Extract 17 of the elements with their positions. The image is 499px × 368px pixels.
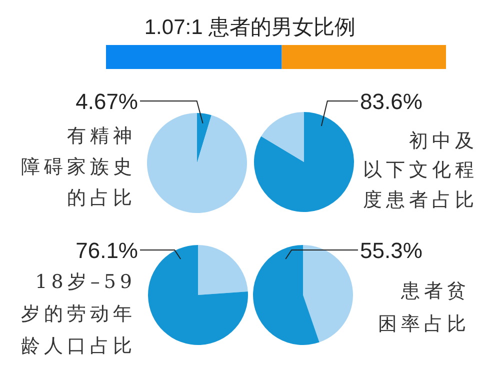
pie-slice [198,245,248,295]
data-label: 4.67% [76,89,138,114]
data-label: 55.3% [360,238,422,263]
data-label: 76.1% [76,238,138,263]
text: 18岁–59岁的劳动年龄人口占比 [21,271,136,357]
pie-slice [254,112,354,212]
pie-slice [303,245,353,342]
pie-slice [148,245,248,345]
chart-title: 1.07:1 患者的男女比例 [144,16,356,39]
data-label: 83.6% [360,89,422,114]
pie-slice [197,113,212,163]
text: 患者贫困率占比 [378,280,470,335]
pie-slice [253,245,320,345]
text: 初中及以下文化程度患者占比 [363,130,478,211]
pie-slice [147,113,247,213]
text: 有精神障碍家族史的占比 [21,125,136,209]
pie-slice [261,112,304,162]
